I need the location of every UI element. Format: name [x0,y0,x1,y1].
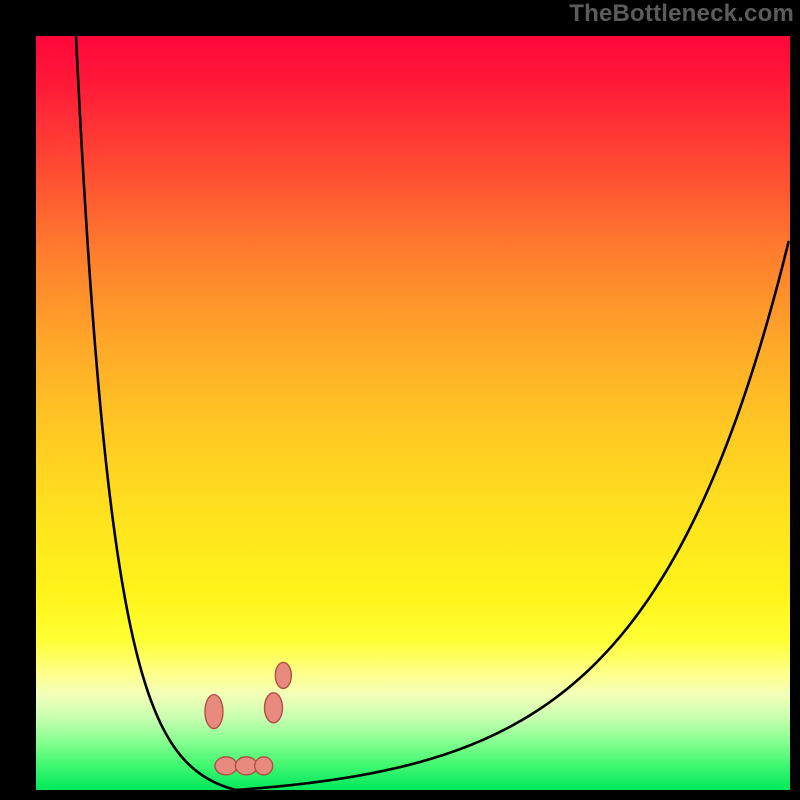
markers-group [205,662,291,774]
marker-1 [215,757,237,775]
bottleneck-curve [76,36,789,790]
marker-4 [265,693,283,723]
watermark-text: TheBottleneck.com [569,0,794,28]
curve-layer [36,36,790,790]
plot-area [36,36,790,790]
chart-stage: TheBottleneck.com [0,0,800,800]
marker-0 [205,695,223,729]
marker-3 [255,757,273,775]
marker-5 [275,662,291,688]
